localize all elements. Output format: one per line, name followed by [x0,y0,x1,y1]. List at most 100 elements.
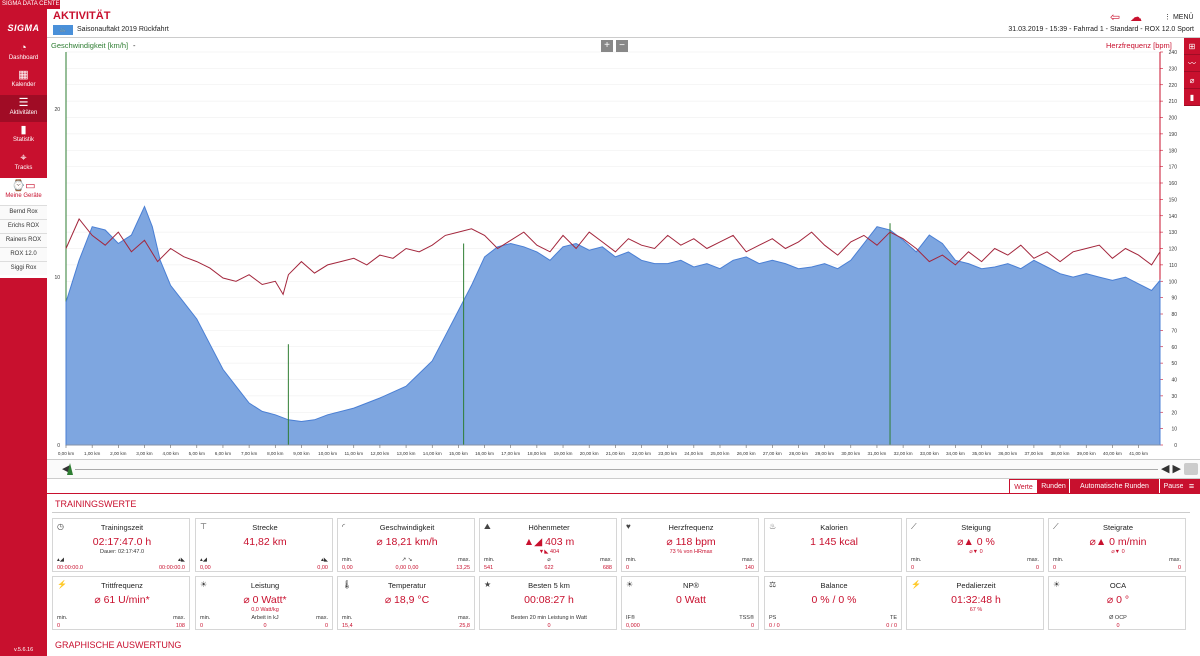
card-kalorien[interactable]: ♨ Kalorien 1 145 kcal [764,518,902,572]
tab-werte[interactable]: Werte [1009,479,1038,494]
card-stat-value: 25,8 [459,623,470,629]
right-tick-label: 130 [1169,230,1178,236]
card-value: 0 % / 0 % [811,594,857,606]
left-tick-label: 20 [54,107,60,113]
card-steigung[interactable]: ⟋ Steigung ⌀▲ 0 % ⌀▼ 0 min. max. 0 0 [906,518,1044,572]
card-title: Herzfrequenz [668,523,714,532]
card-trainingszeit[interactable]: ◷ Trainingszeit 02:17:47.0 h Dauer: 02:17:4… [52,518,190,572]
page-title: AKTIVITÄT [53,10,111,22]
card-np-[interactable]: ☀ NP® 0 Watt IF® TSS® 0,000 0 [621,576,759,630]
back-arrow-icon[interactable]: ⇦ [1110,10,1121,24]
timeline-handle[interactable] [67,463,73,475]
timeline-track[interactable] [75,469,1158,470]
card-balance[interactable]: ⚖ Balance 0 % / 0 % PS TE 0 / 0 0 / 0 [764,576,902,630]
card-stat-value: 0 [263,623,267,629]
power-bulb-icon: ☀ [200,580,208,589]
chart-tool-average-icon[interactable]: ⌀ [1184,72,1200,89]
card-subvalue: 73 % von HRmax [669,549,713,555]
sidebar-item-kalender[interactable]: ▦ Kalender [0,67,47,94]
card-title: Leistung [250,581,280,590]
left-axis-selector[interactable]: - [133,41,136,50]
x-tick-label: 18,00 km [527,451,546,456]
map-pin-icon: ⌖ [20,152,27,164]
card-stat-value: 0 [1116,623,1120,629]
x-tick-label: 16,00 km [475,451,494,456]
sidebar-item-tracks[interactable]: ⌖ Tracks [0,150,47,177]
timeline-right-arrows-icon[interactable]: ◀ ▶ [1161,463,1181,475]
x-tick-label: 39,00 km [1077,451,1096,456]
right-tick-label: 210 [1169,99,1178,105]
timeline-scrubber[interactable]: ◀ ◀ ▶ [47,459,1200,479]
device-item[interactable]: Erichs ROX [0,219,47,233]
card-stat-label: max. [1169,557,1181,563]
card-title: Steigrate [1102,523,1134,532]
x-tick-label: 32,00 km [894,451,913,456]
x-tick-label: 19,00 km [554,451,573,456]
card-stat-label: TE [889,615,897,621]
card-stat-value: 0 [200,623,204,629]
card-steigrate[interactable]: ⟋ Steigrate ⌀▲ 0 m/min ⌀▼ 0 min. max. 0 0 [1048,518,1186,572]
card-besten-5-km[interactable]: ★ Besten 5 km 00:08:27 h Besten 20 min Leis… [479,576,617,630]
right-axis-label[interactable]: Herzfrequenz [bpm] [1106,41,1172,50]
activity-type-icon: 🚲 [53,25,73,35]
card-höhenmeter[interactable]: ⛰ Höhenmeter ▲◢ 403 m ▼◣ 404 min. ⌀ max. 541 622… [479,518,617,572]
card-stat-value: 140 [744,565,754,571]
card-geschwindigkeit[interactable]: ◜ Geschwindigkeit ⌀ 18,21 km/h min. ↗ ↘ max. 0… [337,518,475,572]
card-stat-value: 15,4 [342,623,353,629]
right-tick-label: 180 [1169,148,1178,154]
card-subvalue: ⌀▼ 0 [1111,549,1125,555]
x-tick-label: 5,00 km [189,451,206,456]
tab-automatische-runden[interactable]: Automatische Runden [1070,479,1160,494]
device-item[interactable]: Bernd Rox [0,205,47,219]
card-title: Höhenmeter [528,523,570,532]
sidebar-item-label: Meine Geräte [5,193,42,199]
x-tick-label: 14,00 km [423,451,442,456]
zoom-in-button[interactable]: + [601,40,613,52]
timeline-left-arrow-icon[interactable]: ◀ [62,463,71,475]
card-pedalierzeit[interactable]: ⚡ Pedalierzeit 01:32:48 h 67 % [906,576,1044,630]
device-item[interactable]: Siggi Rox [0,261,47,275]
card-stat-value: 0,00 [317,565,328,571]
card-title: Trainingszeit [100,523,144,532]
card-strecke[interactable]: ⊤ Strecke 41,82 km ▴◢ ▴◣ 0,00 0,00 [195,518,333,572]
altitude-area-series [65,205,1161,446]
card-stat-label: min. [626,557,637,563]
right-tick-label: 170 [1169,165,1178,171]
timeline-scrollbar[interactable] [1184,463,1198,475]
card-temperatur[interactable]: 🌡 Temperatur ⌀ 18,9 °C min. max. 15,4 25,8 [337,576,475,630]
cloud-sync-icon[interactable]: ☁ [1130,10,1142,24]
section-divider [52,512,1190,513]
right-tick-label: 160 [1169,181,1178,187]
left-axis-label[interactable]: Geschwindigkeit [km/h] [51,41,129,50]
device-item[interactable]: ROX 12.0 [0,247,47,261]
zoom-out-button[interactable]: − [616,40,628,52]
card-stat-label: IF® [626,615,635,621]
activity-chart[interactable]: 0102030405060708090100110120130140150160… [0,0,1200,460]
list-icon: ☰ [18,97,29,109]
chart-tool-bars-icon[interactable]: ▮ [1184,89,1200,106]
card-value: 02:17:47.0 h [92,536,152,548]
sidebar-item-statistik[interactable]: ▮ Statistik [0,122,47,149]
slope-icon: ⟋ [911,522,917,531]
card-stat-label: ↗ ↘ [401,557,413,563]
tab-menu-icon[interactable]: ≡ [1183,479,1200,494]
chart-tool-line-icon[interactable]: 〰 [1184,55,1200,72]
sidebar-item-dashboard[interactable]: ◔ Dashboard [0,40,47,67]
menu-button[interactable]: ⋮ MENÜ [1164,13,1194,21]
sidebar-item-aktivitaeten[interactable]: ☰ Aktivitäten [0,95,47,122]
card-trittfrequenz[interactable]: ⚡ Trittfrequenz ⌀ 61 U/min* min. max. 0 108 [52,576,190,630]
card-stat-value: 0 [1053,565,1057,571]
card-leistung[interactable]: ☀ Leistung ⌀ 0 Watt* 0,0 Watt/kg min. Arbeit … [195,576,333,630]
card-herzfrequenz[interactable]: ♥ Herzfrequenz ⌀ 118 bpm 73 % von HRmax min.… [621,518,759,572]
device-item[interactable]: Rainers ROX [0,233,47,247]
card-oca[interactable]: ☀ OCA ⌀ 0 ° Ø OCP 0 [1048,576,1186,630]
x-tick-label: 41,00 km [1129,451,1148,456]
sidebar-item-meine-geraete[interactable]: ⌚▭ Meine Geräte [0,178,47,205]
chart-tool-grid-icon[interactable]: ⊞ [1184,38,1200,55]
card-stat-label: max. [458,615,470,621]
right-tick-label: 50 [1171,361,1177,367]
heart-icon: ♥ [626,522,631,531]
tab-runden[interactable]: Runden [1038,479,1070,494]
card-value: ⌀ 18,9 °C [384,594,430,606]
x-tick-label: 31,00 km [867,451,886,456]
